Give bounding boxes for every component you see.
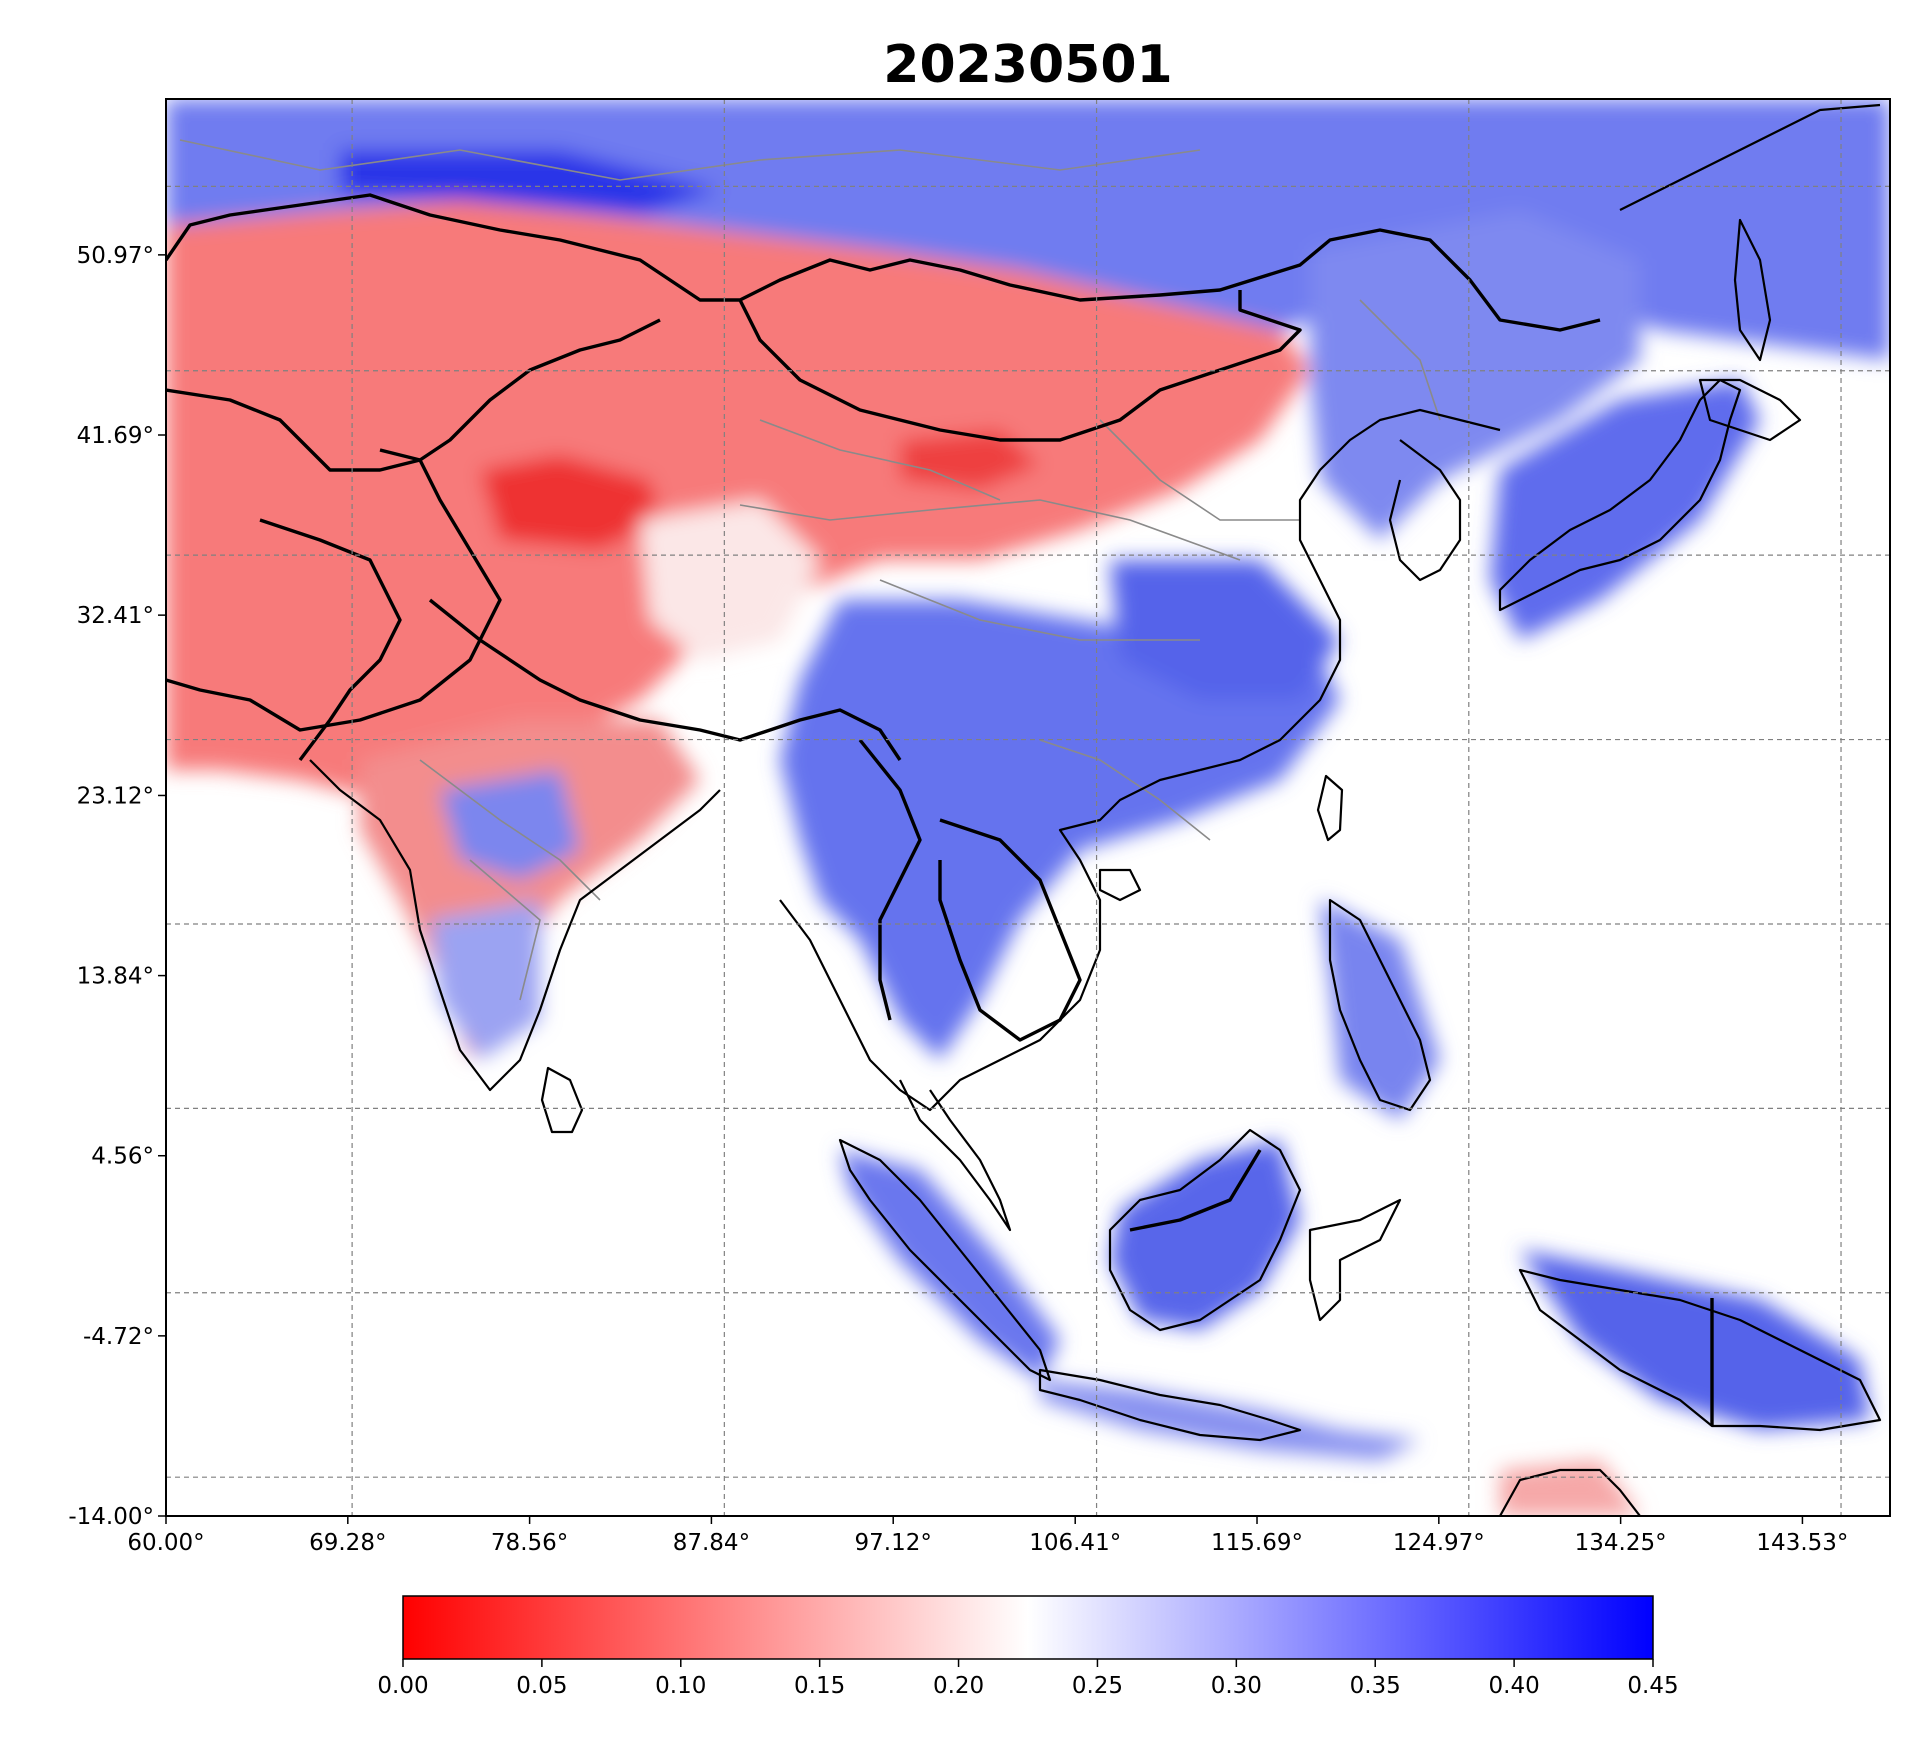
- myanmar-border: [858, 738, 922, 1021]
- field-png-blue: [1520, 1250, 1870, 1430]
- x-tick-label: 134.25°: [1575, 1530, 1667, 1556]
- gridlines: [166, 99, 1890, 1516]
- india-coast: [309, 759, 721, 1092]
- x-tick-label: 143.53°: [1756, 1530, 1848, 1556]
- sri-lanka-coast: [540, 1066, 584, 1134]
- x-tick-label: 115.69°: [1211, 1530, 1303, 1556]
- y-tick-label: 32.41°: [77, 603, 154, 629]
- x-tick-label: 69.28°: [309, 1530, 386, 1556]
- field-philippines-blue: [1320, 900, 1440, 1120]
- philippines-coast: [1328, 898, 1432, 1112]
- y-tick-label: 50.97°: [77, 243, 154, 269]
- colorbar-gradient: [402, 1595, 1654, 1660]
- field-south-india-blue: [430, 900, 540, 1060]
- field-borneo-blue: [1110, 1140, 1300, 1330]
- y-tick-label: 41.69°: [77, 423, 154, 449]
- colorbar-ticks: 0.00 0.05 0.10 0.15 0.20 0.25 0.30 0.35 0.40 0.45: [377, 1659, 1679, 1699]
- colorbar: 0.00 0.05 0.10 0.15 0.20 0.25 0.30 0.35 0.40 0.45: [377, 1595, 1679, 1699]
- kazakh-china-border: [379, 318, 661, 462]
- new-guinea-coast: [1518, 1268, 1882, 1432]
- japan-honshu-coast: [1498, 378, 1742, 612]
- country-borders: [166, 193, 1714, 1426]
- x-tick-label: 78.56°: [491, 1530, 568, 1556]
- central-asia-borders: [166, 388, 502, 732]
- afghan-pak-border: [259, 518, 402, 762]
- colorbar-tick-label: 0.35: [1350, 1673, 1401, 1699]
- y-tick-label: 4.56°: [91, 1144, 154, 1170]
- hainan-coast: [1098, 868, 1142, 902]
- colorbar-tick-label: 0.05: [516, 1673, 567, 1699]
- japan-hokkaido-coast: [1698, 378, 1802, 442]
- field-tibet-white: [640, 500, 820, 660]
- y-tick-label: 13.84°: [77, 964, 154, 990]
- colorbar-tick-label: 0.45: [1627, 1673, 1678, 1699]
- field-java-blue: [1040, 1380, 1420, 1460]
- map-title: 20230501: [883, 35, 1172, 95]
- colorbar-tick-label: 0.25: [1072, 1673, 1123, 1699]
- colorbar-tick-label: 0.30: [1211, 1673, 1262, 1699]
- sakhalin-coast: [1733, 218, 1772, 362]
- map-frame: [165, 98, 1891, 1517]
- mongolia-border: [738, 290, 1302, 442]
- province-borders: [179, 139, 1441, 1001]
- colorbar-tick-label: 0.20: [933, 1673, 984, 1699]
- australia-coast: [1499, 1468, 1641, 1516]
- taiwan-coast: [1316, 774, 1344, 842]
- map-area: [166, 99, 1890, 1516]
- x-tick-label: 97.12°: [855, 1530, 932, 1556]
- russia-kazakh-border: [166, 193, 1601, 332]
- y-tick-label: -4.72°: [83, 1324, 154, 1350]
- indochina-coast: [779, 768, 1201, 1112]
- malay-peninsula-coast: [899, 1079, 1012, 1232]
- colorbar-tick-label: 0.40: [1489, 1673, 1540, 1699]
- field-india-blue: [440, 770, 580, 880]
- colorbar-tick-label: 0.15: [794, 1673, 845, 1699]
- field-central-red: [166, 200, 1310, 800]
- field-gobi-deep-red: [900, 430, 1040, 490]
- field-se-china-blue: [1110, 560, 1340, 700]
- java-coast: [1038, 1368, 1302, 1442]
- colorbar-tick-label: 0.10: [655, 1673, 706, 1699]
- india-china-border: [428, 598, 902, 761]
- value-field: [166, 99, 1890, 1516]
- x-tick-label: 60.00°: [127, 1530, 204, 1556]
- x-tick-label: 106.41°: [1029, 1530, 1121, 1556]
- field-japan-blue: [1490, 380, 1760, 640]
- china-east-coast: [1199, 408, 1501, 772]
- korea-coast: [1388, 439, 1462, 582]
- coastlines: [309, 103, 1882, 1516]
- x-axis: 60.00° 69.28° 78.56° 87.84° 97.12° 106.41° 115…: [127, 1516, 1848, 1556]
- field-tarim-deep-red: [480, 455, 660, 550]
- y-tick-label: 23.12°: [77, 783, 154, 809]
- y-tick-label: -14.00°: [68, 1504, 154, 1530]
- colorbar-tick-label: 0.00: [377, 1673, 428, 1699]
- y-axis: 50.97° 41.69° 32.41° 23.12° 13.84° 4.56° -4.72…: [68, 243, 166, 1530]
- borneo-coast: [1108, 1128, 1302, 1332]
- field-sumatra-blue: [840, 1150, 1060, 1380]
- x-tick-label: 124.97°: [1393, 1530, 1485, 1556]
- field-northeast-blue: [1310, 210, 1640, 540]
- x-tick-label: 87.84°: [673, 1530, 750, 1556]
- field-north-deep-blue: [340, 150, 720, 215]
- russia-pacific-coast: [1619, 103, 1881, 211]
- borneo-border: [1129, 1149, 1262, 1232]
